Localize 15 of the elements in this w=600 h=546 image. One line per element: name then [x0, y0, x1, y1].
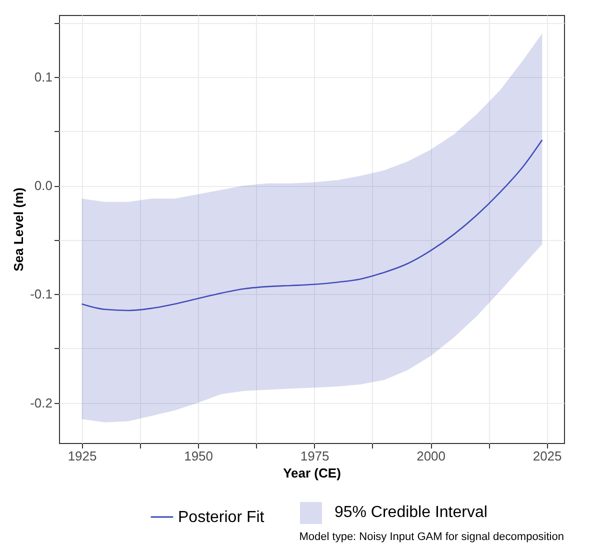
x-axis-title: Year (CE) — [283, 466, 341, 480]
text: Model type: Noisy Input GAM for signal decomposition — [299, 531, 564, 543]
x-tick-label: 2000 — [416, 448, 446, 464]
y-tick-label: -0.1 — [30, 286, 52, 302]
legend-label: Posterior Fit — [178, 509, 265, 526]
x-tick-label: 1925 — [68, 448, 97, 464]
y-axis-title: Sea Level (m) — [11, 188, 26, 272]
y-tick-label: 0.0 — [34, 178, 52, 194]
x-tick-label: 1950 — [184, 448, 213, 464]
y-tick-label: 0.1 — [34, 69, 52, 84]
line-series — [81, 139, 543, 312]
x-tick-label: 1975 — [300, 448, 330, 464]
y-tick-label: -0.2 — [30, 395, 52, 410]
text: 95% Credible Interval — [334, 504, 488, 521]
x-tick-label: 2025 — [532, 448, 562, 464]
